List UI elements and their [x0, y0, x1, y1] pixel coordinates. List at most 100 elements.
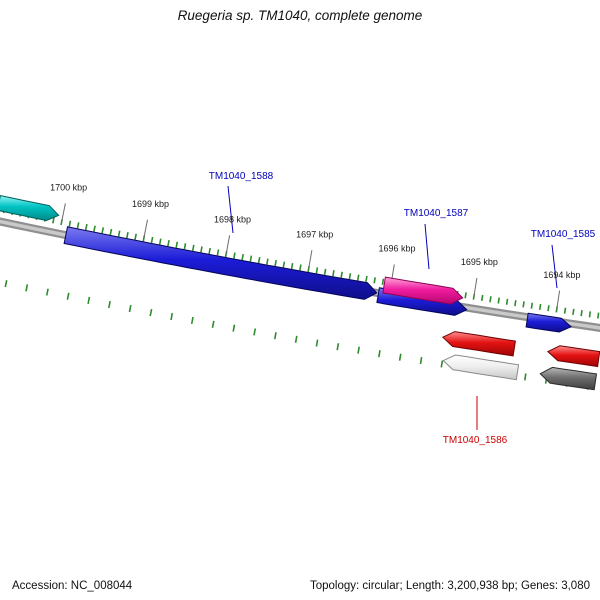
outer-ring-dash [232, 324, 236, 332]
minor-tick [381, 278, 385, 285]
outer-ring-dash [190, 316, 194, 325]
gene-label-line [551, 244, 558, 289]
outer-ring-dash [398, 353, 402, 361]
minor-tick [497, 297, 500, 304]
minor-tick [200, 246, 203, 253]
minor-tick [572, 308, 575, 316]
minor-tick [348, 273, 352, 280]
minor-tick [588, 311, 592, 318]
outer-ring-dash [170, 312, 174, 321]
outer-ring-dash [524, 373, 527, 381]
minor-tick [464, 292, 467, 299]
minor-tick [191, 244, 195, 251]
minor-tick [241, 253, 244, 261]
minor-tick [93, 225, 96, 232]
minor-tick [514, 300, 517, 307]
minor-tick [282, 261, 286, 268]
outer-ring-dash [87, 296, 91, 305]
minor-tick [101, 227, 105, 234]
minor-tick [109, 228, 113, 236]
outer-ring-dash [45, 288, 49, 296]
topology-text: Topology: circular; Length: 3,200,938 bp… [309, 580, 590, 592]
outer-ring-dash [315, 339, 319, 347]
gene-label-line [424, 223, 430, 270]
axis-major-tick [61, 203, 66, 223]
axis-tick-label: 1697 kbp [296, 230, 333, 240]
status-bar: Accession: NC_008044 Topology: circular;… [0, 580, 600, 592]
outer-ring-dash [440, 360, 444, 368]
minor-tick [52, 217, 55, 224]
minor-tick [315, 267, 319, 274]
axis-major-tick [556, 290, 561, 310]
minor-tick [340, 271, 343, 278]
minor-tick [76, 222, 80, 229]
outer-ring-dash [25, 284, 29, 292]
outer-ring-dash [419, 356, 423, 365]
axis-tick-label: 1695 kbp [461, 257, 498, 267]
axis-tick-label: 1700 kbp [50, 183, 87, 193]
minor-tick [365, 275, 368, 283]
minor-tick [134, 233, 137, 240]
gene-label: TM1040_1588 [209, 171, 274, 182]
minor-tick [538, 303, 542, 311]
axis-major-tick [473, 277, 478, 297]
gene-arrow[interactable] [547, 345, 600, 368]
outer-ring-dash [66, 292, 70, 300]
outer-ring-dash [211, 320, 215, 328]
page-title: Ruegeria sp. TM1040, complete genome [177, 8, 423, 23]
minor-tick [216, 249, 220, 256]
minor-tick [489, 296, 492, 303]
minor-tick [547, 305, 550, 312]
outer-ring-dash [108, 300, 111, 309]
minor-tick [68, 220, 72, 227]
minor-tick [332, 270, 335, 277]
outer-ring-dash [253, 328, 257, 336]
minor-tick [323, 268, 327, 275]
minor-tick [290, 262, 294, 270]
axis-tick-label: 1698 kbp [214, 215, 251, 225]
minor-tick [356, 274, 360, 281]
minor-tick [580, 309, 583, 317]
gene-label: TM1040_1586 [443, 435, 508, 446]
gene-label-line [227, 185, 234, 234]
minor-tick [233, 252, 236, 259]
outer-ring-dash [378, 350, 381, 358]
gene-arrow[interactable] [0, 195, 60, 222]
minor-tick [84, 223, 88, 231]
minor-tick [274, 259, 277, 267]
minor-tick [117, 230, 121, 237]
gene-arrow-TM1040_1588[interactable] [63, 226, 378, 300]
minor-tick [249, 255, 253, 262]
axis-tick-label: 1694 kbp [543, 270, 580, 280]
outer-ring-dash [294, 335, 298, 343]
minor-tick [505, 298, 509, 305]
outer-ring-dash [4, 280, 8, 288]
minor-tick [480, 294, 484, 302]
minor-tick [126, 232, 129, 239]
minor-tick [597, 312, 600, 319]
axis-major-tick [308, 250, 313, 269]
gene-arrow-TM1040_1587[interactable] [382, 276, 464, 305]
outer-ring-dash [274, 332, 277, 340]
axis-tick-label: 1699 kbp [132, 199, 169, 209]
gene-arrow[interactable] [442, 354, 520, 381]
minor-tick [175, 241, 179, 248]
minor-tick [167, 240, 170, 247]
gene-arrow-TM1040_1585[interactable] [525, 312, 573, 333]
accession-text: Accession: NC_008044 [12, 580, 133, 592]
gene-label: TM1040_1585 [531, 229, 596, 240]
gene-arrow[interactable] [539, 366, 598, 391]
gene-arrow-TM1040_1586[interactable] [441, 331, 516, 357]
outer-ring-dash [128, 304, 132, 313]
minor-tick [522, 301, 525, 308]
minor-tick [158, 238, 162, 245]
minor-tick [266, 258, 269, 265]
outer-ring-dash [336, 343, 340, 351]
minor-tick [183, 243, 187, 250]
outer-ring-dash [149, 308, 153, 317]
minor-tick [563, 307, 567, 314]
minor-tick [373, 277, 376, 284]
gene-label: TM1040_1587 [404, 208, 469, 219]
